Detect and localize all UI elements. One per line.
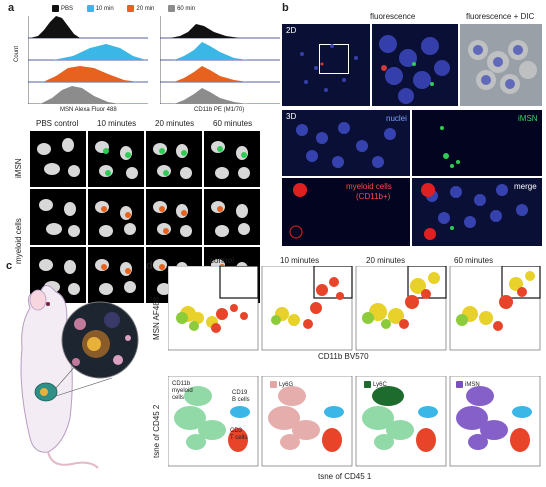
count-axis-label: Count: [14, 45, 20, 62]
legend-20min: 20 min: [136, 5, 155, 12]
image-3d-nuclei: [282, 110, 410, 176]
image-imsn-pbs: [30, 131, 86, 187]
flow-plots: [168, 266, 541, 351]
tsne-label-ly6c: Ly6C: [364, 381, 387, 388]
image-myeloid-60: [204, 189, 260, 245]
cond-20min: 20 minutes: [366, 256, 406, 265]
flow-plot-10min: [261, 266, 353, 351]
tsne-plots: [168, 376, 541, 467]
panel-a-label: a: [8, 2, 15, 14]
row-label-imsn: iMSN: [14, 158, 23, 178]
nuclei-overlay-2d: [300, 35, 537, 104]
image-myeloid-10: [88, 189, 144, 245]
panel-b-label: b: [282, 2, 289, 14]
tsne-plot-lineage: [168, 376, 259, 467]
tsne-ylabel: tsne of CD45 2: [152, 404, 161, 458]
hist-10min: [53, 44, 146, 60]
image-imsn-60: [204, 131, 260, 187]
cond-10min: 10 minutes: [280, 256, 320, 265]
row-label-myeloid: myeloid cells: [14, 218, 23, 264]
tsne-ly6g-text: Ly6G: [279, 382, 294, 389]
tag-3d: 3D: [286, 112, 297, 121]
legend-pbs: PBS: [61, 5, 74, 12]
hist-pbs: [30, 16, 80, 38]
tsne-label-imsn: iMSN: [456, 381, 480, 388]
header-fluorescence: fluorescence: [370, 12, 416, 21]
flow-ylabel: MSN AF488: [152, 296, 161, 340]
tsne-plot-imsn: [449, 376, 541, 467]
legend-swatch-60: [168, 5, 176, 12]
col-header-pbs: PBS control: [36, 119, 79, 128]
header-fluorescence-dic: fluorescence + DIC: [466, 12, 535, 21]
label-myeloid: myeloid cells: [346, 182, 392, 191]
col-header-60min: 60 minutes: [213, 119, 253, 128]
cond-control: control: [210, 256, 235, 265]
tsne-label-cd19: CD19 B cells: [232, 390, 250, 403]
image-imsn-20: [146, 131, 202, 187]
tsne-label-ly6g: Ly6G: [270, 381, 293, 388]
col-header-10min: 10 minutes: [97, 119, 137, 128]
histogram-msn: [28, 16, 148, 104]
label-merge: merge: [514, 182, 537, 191]
tsne-plot-ly6c: [355, 376, 447, 467]
label-imsn: iMSN: [518, 114, 538, 123]
cells-overlay-3d: [289, 122, 528, 240]
flow-plot-control: [168, 266, 259, 351]
panel-c-label: c: [6, 260, 13, 272]
image-myeloid-20: [146, 189, 202, 245]
tsne-xlabel: tsne of CD45 1: [318, 472, 372, 481]
image-3d-imsn: [412, 110, 542, 176]
swatch-ly6c: [364, 381, 371, 388]
legend-swatch-pbs: [52, 5, 59, 12]
image-2d-overview: [282, 24, 370, 106]
histogram-msn-xlabel: MSN Alexa Fluor 488: [60, 107, 117, 113]
image-myeloid2-10: [88, 247, 144, 303]
mouse-illustration: [20, 285, 139, 469]
tsne-plot-ly6g: [261, 376, 353, 467]
legend-swatch-10: [86, 5, 94, 12]
tag-2d: 2D: [286, 26, 297, 35]
flow-plot-20min: [355, 266, 447, 351]
swatch-ly6g: [270, 381, 277, 388]
legend-swatch-20: [127, 5, 135, 12]
histogram-cd11b-xlabel: CD11b PE (M1/70): [194, 107, 245, 113]
col-header-20min: 20 minutes: [155, 119, 195, 128]
tsne-label-cd3: CD3 T cells: [230, 428, 248, 441]
flow-plot-60min: [449, 266, 541, 351]
zoom-box: [319, 44, 349, 74]
panel-d-label: d: [146, 260, 153, 272]
legend-60min: 60 min: [177, 5, 196, 12]
label-nuclei: nuclei: [386, 114, 407, 123]
legend-10min: 10 min: [95, 5, 114, 12]
label-cd11b: (CD11b+): [356, 192, 391, 201]
histogram-cd11b: [160, 16, 280, 104]
tsne-ly6c-text: Ly6C: [373, 382, 387, 389]
hist-20min: [43, 66, 138, 82]
histogram-legend: PBS 10 min 20 min 60 min: [52, 5, 207, 12]
hist-60min: [40, 86, 120, 104]
flow-xlabel: CD11b BV570: [318, 352, 369, 361]
cond-60min: 60 minutes: [454, 256, 494, 265]
swatch-imsn: [456, 381, 463, 388]
tsne-label-cd11b: CD11b myeloid cells: [172, 381, 193, 401]
tsne-imsn-text: iMSN: [465, 382, 480, 389]
